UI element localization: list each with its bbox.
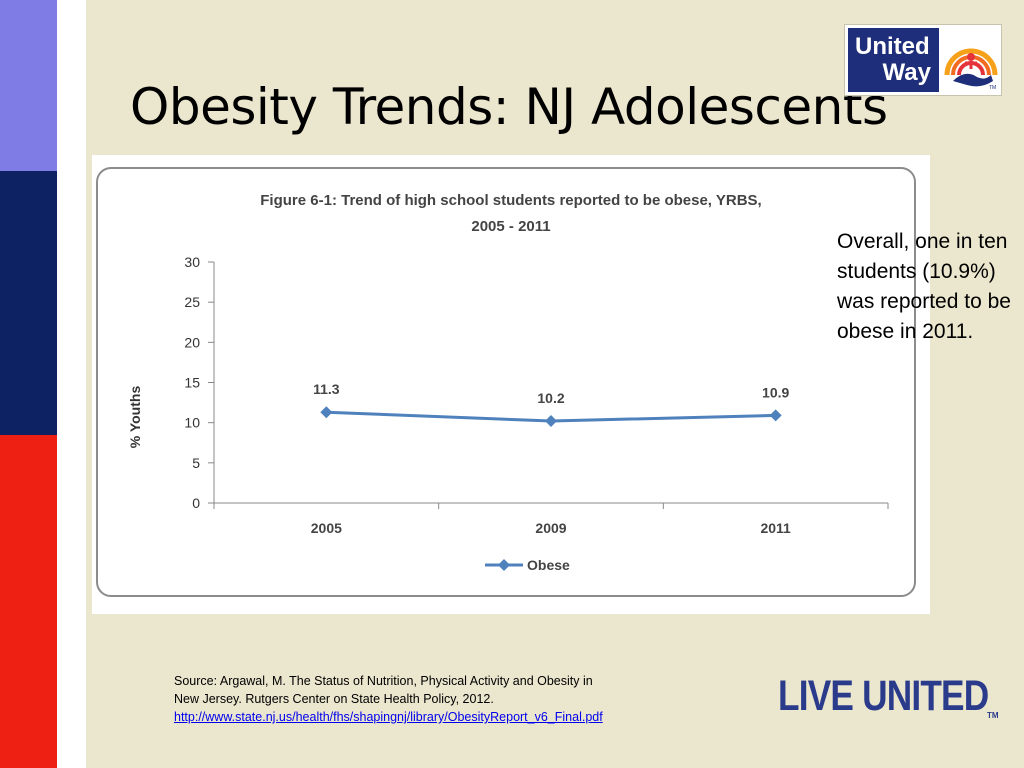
chart-plot-area: 0 5 10 15 20 25 30 2005 2009 2011 11.3 10.2 10.9: [184, 254, 889, 536]
data-point-obese: [545, 415, 557, 428]
data-label: 10.2: [537, 390, 564, 406]
y-tick-label: 0: [192, 495, 200, 511]
side-note-summary: Overall, one in ten students (10.9%) was…: [837, 230, 1011, 343]
accent-stripe-navy: [0, 171, 57, 435]
united-way-logo: United Way TM: [844, 24, 1002, 96]
y-tick-label: 20: [184, 334, 200, 350]
y-tick-label: 25: [184, 294, 200, 310]
y-axis-label: % Youths: [127, 386, 143, 449]
source-line-2: New Jersey. Rutgers Center on State Heal…: [174, 692, 494, 706]
data-label: 10.9: [762, 384, 789, 400]
y-tick-label: 10: [184, 415, 200, 431]
left-accent-strip: [0, 0, 86, 768]
chart-frame: [96, 167, 916, 597]
y-tick-label: 15: [184, 375, 200, 391]
chart-title-line-1: Figure 6-1: Trend of high school student…: [260, 192, 761, 209]
legend-marker: [498, 559, 510, 571]
data-point-obese: [769, 409, 782, 422]
legend-label-obese: Obese: [527, 557, 570, 573]
logo-text-way: Way: [882, 59, 931, 86]
source-report-link[interactable]: http://www.state.nj.us/health/fhs/shapin…: [174, 710, 603, 724]
y-tick-label: 30: [184, 254, 200, 270]
live-united-tm: TM: [987, 711, 999, 720]
logo-text-united: United: [855, 33, 930, 60]
data-label: 11.3: [313, 381, 340, 397]
slide-title: Obesity Trends: NJ Adolescents: [130, 78, 888, 136]
x-tick-label: 2005: [311, 520, 342, 536]
united-way-hand-rainbow-icon: TM: [944, 48, 998, 91]
x-tick-label: 2009: [535, 520, 566, 536]
source-line-1: Source: Argawal, M. The Status of Nutrit…: [174, 674, 593, 688]
x-tick-label: 2011: [760, 520, 791, 536]
svg-text:TM: TM: [989, 85, 996, 91]
source-citation: Source: Argawal, M. The Status of Nutrit…: [174, 672, 734, 726]
obesity-trend-chart: Figure 6-1: Trend of high school student…: [96, 167, 916, 597]
accent-stripe-red: [0, 435, 57, 768]
accent-stripe-purple: [0, 0, 57, 171]
chart-title-line-2: 2005 - 2011: [471, 218, 550, 235]
y-tick-label: 5: [192, 455, 200, 471]
chart-legend: Obese: [485, 557, 570, 573]
live-united-wordmark: LIVE UNITED: [778, 672, 989, 720]
data-point-obese: [320, 406, 333, 419]
obesity-chart-panel: Figure 6-1: Trend of high school student…: [92, 155, 930, 614]
logo-wordmark-box: United Way: [848, 28, 939, 92]
